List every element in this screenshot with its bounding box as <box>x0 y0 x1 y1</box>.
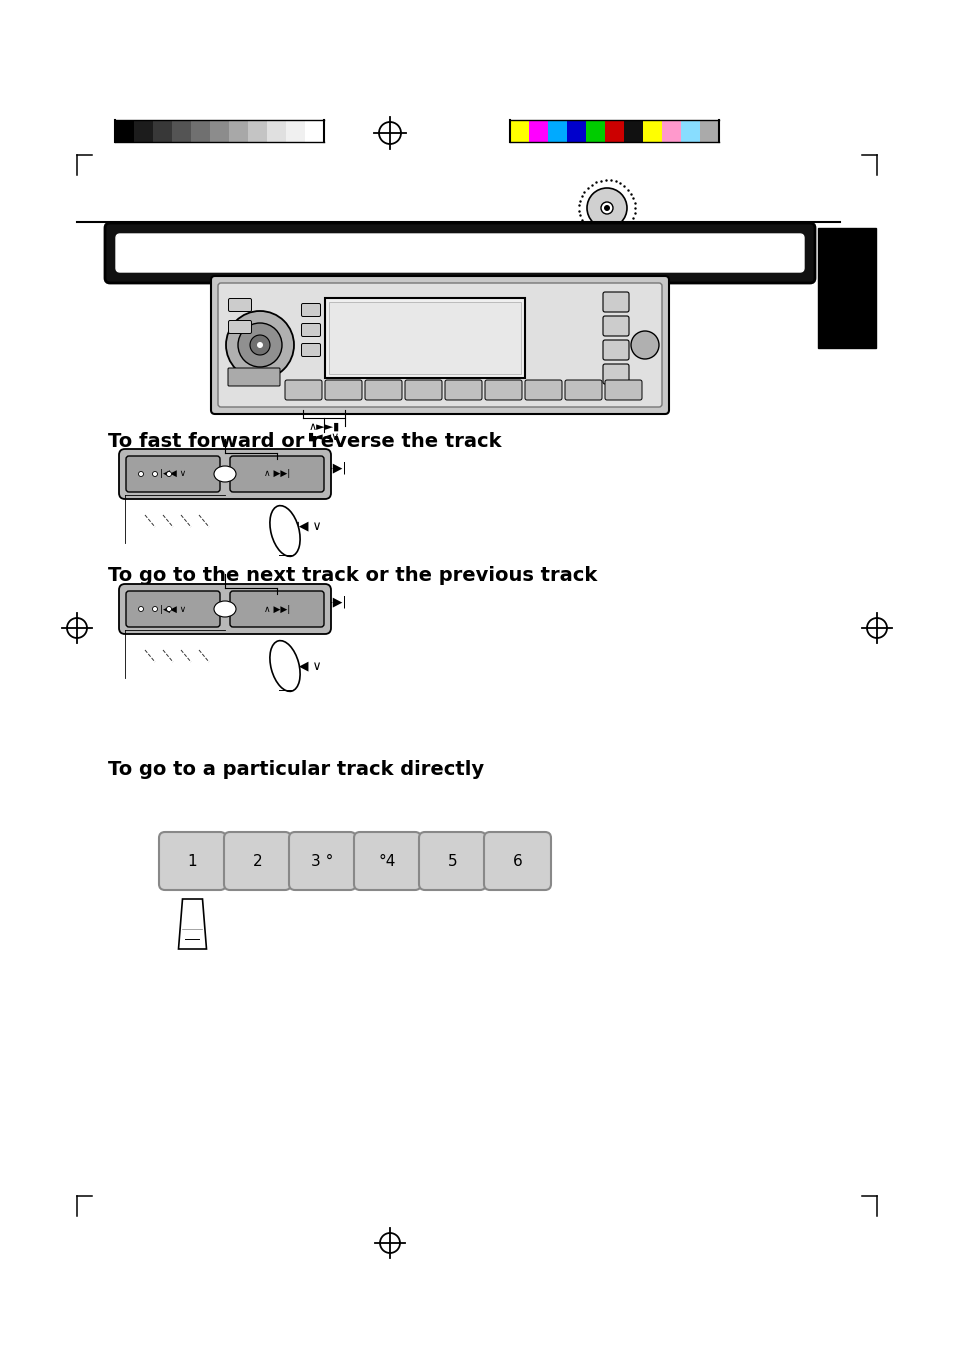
Text: ▮◄◄∨: ▮◄◄∨ <box>308 432 339 442</box>
FancyBboxPatch shape <box>218 282 661 407</box>
Bar <box>210 120 229 142</box>
Bar <box>191 120 210 142</box>
FancyBboxPatch shape <box>289 832 355 890</box>
Text: 1: 1 <box>188 854 197 869</box>
Text: ∧►►▮: ∧►►▮ <box>308 422 339 432</box>
FancyBboxPatch shape <box>301 304 320 316</box>
Circle shape <box>167 607 172 612</box>
Text: ∧ ▶▶|: ∧ ▶▶| <box>264 470 290 478</box>
Text: ∧ ▶▶|: ∧ ▶▶| <box>264 604 290 613</box>
Text: |◀◀ ∨: |◀◀ ∨ <box>160 470 186 478</box>
FancyBboxPatch shape <box>301 343 320 357</box>
FancyBboxPatch shape <box>224 832 291 890</box>
FancyBboxPatch shape <box>211 276 668 413</box>
Bar <box>152 120 172 142</box>
FancyBboxPatch shape <box>564 380 601 400</box>
FancyBboxPatch shape <box>285 380 322 400</box>
Text: To go to a particular track directly: To go to a particular track directly <box>108 761 483 780</box>
Circle shape <box>600 203 613 213</box>
Ellipse shape <box>213 466 235 482</box>
Text: To go to the next track or the previous track: To go to the next track or the previous … <box>108 566 597 585</box>
Bar <box>305 120 324 142</box>
Text: ∧ ▶▶|: ∧ ▶▶| <box>310 462 346 476</box>
FancyBboxPatch shape <box>354 832 420 890</box>
Bar <box>172 120 191 142</box>
Bar <box>267 120 286 142</box>
FancyBboxPatch shape <box>119 449 331 499</box>
Text: 2: 2 <box>253 854 262 869</box>
Bar <box>566 120 585 142</box>
Bar <box>623 120 642 142</box>
Text: |◀◀ ∨: |◀◀ ∨ <box>285 520 321 534</box>
Text: |◀◀ ∨: |◀◀ ∨ <box>160 604 186 613</box>
FancyBboxPatch shape <box>484 380 521 400</box>
FancyBboxPatch shape <box>325 380 361 400</box>
Bar <box>585 120 604 142</box>
FancyBboxPatch shape <box>228 367 280 386</box>
Bar <box>700 120 719 142</box>
FancyBboxPatch shape <box>602 363 628 384</box>
Ellipse shape <box>270 505 300 557</box>
Circle shape <box>256 342 263 349</box>
Bar <box>817 228 875 349</box>
FancyBboxPatch shape <box>229 320 252 334</box>
Circle shape <box>167 471 172 477</box>
Text: °4: °4 <box>378 854 395 869</box>
Bar <box>286 120 305 142</box>
FancyBboxPatch shape <box>418 832 485 890</box>
FancyBboxPatch shape <box>483 832 551 890</box>
FancyBboxPatch shape <box>116 234 803 272</box>
Circle shape <box>138 471 143 477</box>
FancyBboxPatch shape <box>126 590 220 627</box>
FancyBboxPatch shape <box>159 832 226 890</box>
Bar <box>115 120 133 142</box>
Bar <box>604 120 623 142</box>
Bar <box>133 120 152 142</box>
Bar <box>229 120 248 142</box>
FancyBboxPatch shape <box>444 380 481 400</box>
Bar <box>547 120 566 142</box>
FancyBboxPatch shape <box>105 223 814 282</box>
Circle shape <box>630 331 659 359</box>
FancyBboxPatch shape <box>602 316 628 336</box>
FancyBboxPatch shape <box>604 380 641 400</box>
Bar <box>661 120 680 142</box>
Bar <box>529 120 547 142</box>
Text: |◀◀ ∨: |◀◀ ∨ <box>285 661 321 673</box>
Circle shape <box>250 335 270 355</box>
Circle shape <box>603 205 609 211</box>
FancyBboxPatch shape <box>230 590 324 627</box>
Bar <box>248 120 267 142</box>
FancyBboxPatch shape <box>119 584 331 634</box>
Bar <box>642 120 661 142</box>
FancyBboxPatch shape <box>524 380 561 400</box>
FancyBboxPatch shape <box>365 380 401 400</box>
Text: 6: 6 <box>512 854 522 869</box>
Text: ∧ ▶▶|: ∧ ▶▶| <box>310 596 346 609</box>
Polygon shape <box>178 898 206 948</box>
Bar <box>510 120 529 142</box>
Circle shape <box>586 188 626 228</box>
FancyBboxPatch shape <box>602 340 628 359</box>
FancyBboxPatch shape <box>229 299 252 312</box>
Text: 5: 5 <box>447 854 456 869</box>
Circle shape <box>152 607 157 612</box>
FancyBboxPatch shape <box>405 380 441 400</box>
Bar <box>680 120 700 142</box>
Bar <box>325 299 524 378</box>
Text: 3 °: 3 ° <box>311 854 334 869</box>
Circle shape <box>138 607 143 612</box>
Circle shape <box>237 323 282 367</box>
Ellipse shape <box>270 640 300 692</box>
Circle shape <box>226 311 294 380</box>
FancyBboxPatch shape <box>602 292 628 312</box>
FancyBboxPatch shape <box>301 323 320 336</box>
FancyBboxPatch shape <box>126 457 220 492</box>
FancyBboxPatch shape <box>230 457 324 492</box>
Circle shape <box>152 471 157 477</box>
Ellipse shape <box>213 601 235 617</box>
Bar <box>329 303 520 374</box>
Text: To fast forward or reverse the track: To fast forward or reverse the track <box>108 432 501 451</box>
